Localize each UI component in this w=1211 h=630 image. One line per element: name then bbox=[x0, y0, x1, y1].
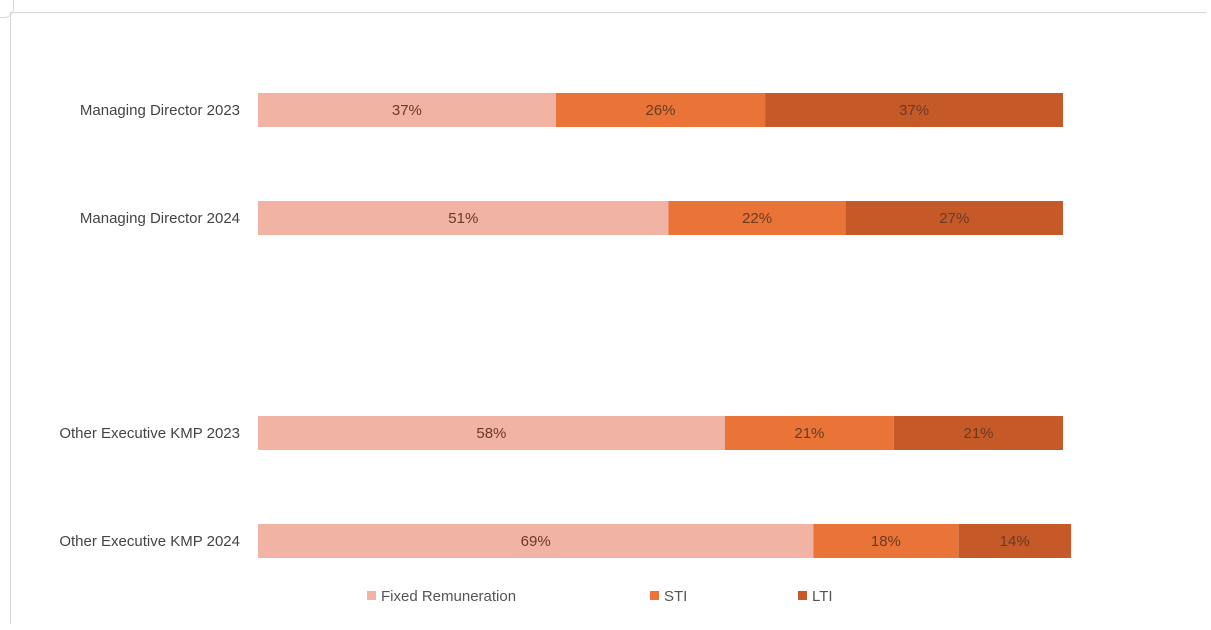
corner-mark bbox=[0, 0, 14, 18]
data-label-fixed-remuneration-other-executive-kmp-2024: 69% bbox=[521, 533, 551, 550]
data-label-fixed-remuneration-managing-director-2023: 37% bbox=[392, 102, 422, 119]
bar-sti-managing-director-2023 bbox=[555, 93, 766, 127]
data-label-sti-managing-director-2024: 22% bbox=[742, 210, 772, 227]
data-label-lti-other-executive-kmp-2024: 14% bbox=[1000, 533, 1030, 550]
bar-fixed-remuneration-managing-director-2024 bbox=[258, 201, 669, 235]
bar-sti-managing-director-2024 bbox=[668, 201, 846, 235]
data-label-lti-managing-director-2024: 27% bbox=[939, 210, 969, 227]
bar-lti-other-executive-kmp-2023 bbox=[894, 416, 1063, 450]
category-label-other-executive-kmp-2024: Other Executive KMP 2024 bbox=[59, 533, 240, 550]
category-label-managing-director-2024: Managing Director 2024 bbox=[80, 210, 240, 227]
bar-fixed-remuneration-other-executive-kmp-2024 bbox=[258, 524, 814, 558]
data-label-lti-other-executive-kmp-2023: 21% bbox=[963, 425, 993, 442]
chart-border bbox=[10, 12, 1206, 624]
bar-fixed-remuneration-managing-director-2023 bbox=[258, 93, 556, 127]
bar-lti-managing-director-2024 bbox=[845, 201, 1063, 235]
data-label-fixed-remuneration-managing-director-2024: 51% bbox=[448, 210, 478, 227]
data-label-sti-other-executive-kmp-2023: 21% bbox=[794, 425, 824, 442]
bar-sti-other-executive-kmp-2023 bbox=[724, 416, 894, 450]
category-labels-group: Managing Director 2023 Managing Director … bbox=[59, 102, 240, 550]
data-label-fixed-remuneration-other-executive-kmp-2023: 58% bbox=[476, 425, 506, 442]
legend-item-lti: LTI bbox=[798, 588, 833, 605]
bar-sti-other-executive-kmp-2024 bbox=[813, 524, 959, 558]
data-label-lti-managing-director-2023: 37% bbox=[899, 102, 929, 119]
legend: Fixed Remuneration STI LTI bbox=[367, 588, 833, 605]
data-label-sti-other-executive-kmp-2024: 18% bbox=[871, 533, 901, 550]
legend-swatch-sti bbox=[650, 591, 659, 600]
bar-lti-other-executive-kmp-2024 bbox=[958, 524, 1072, 558]
legend-label-sti: STI bbox=[664, 588, 687, 605]
data-label-sti-managing-director-2023: 26% bbox=[645, 102, 675, 119]
legend-swatch-fixed-remuneration bbox=[367, 591, 376, 600]
bar-fixed-remuneration-other-executive-kmp-2023 bbox=[258, 416, 725, 450]
category-label-other-executive-kmp-2023: Other Executive KMP 2023 bbox=[59, 425, 240, 442]
category-label-managing-director-2023: Managing Director 2023 bbox=[80, 102, 240, 119]
legend-item-sti: STI bbox=[650, 588, 687, 605]
legend-item-fixed-remuneration: Fixed Remuneration bbox=[367, 588, 516, 605]
legend-swatch-lti bbox=[798, 591, 807, 600]
bar-lti-managing-director-2023 bbox=[765, 93, 1063, 127]
bars-group: 37% 26% 37% 51% 22% 27% 58% 21% 21% 69% 18% 14% bbox=[258, 93, 1072, 558]
legend-label-fixed-remuneration: Fixed Remuneration bbox=[381, 588, 516, 605]
legend-label-lti: LTI bbox=[812, 588, 833, 605]
